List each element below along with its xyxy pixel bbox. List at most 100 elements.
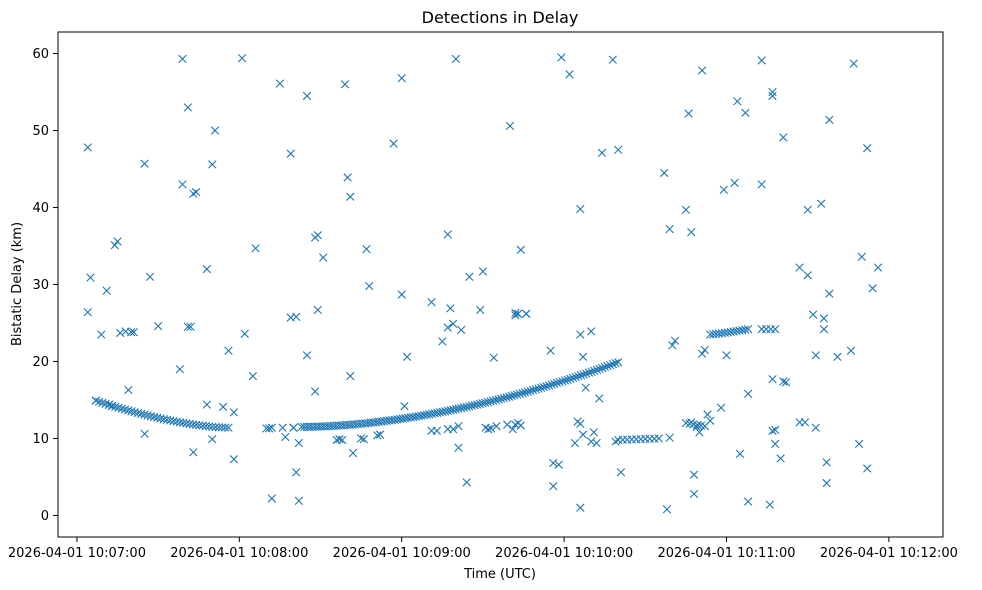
detection-marker <box>107 401 117 411</box>
detection-marker <box>854 439 864 449</box>
detection-marker <box>462 478 471 487</box>
detection-marker <box>183 103 193 112</box>
track-detection-marker <box>143 411 152 420</box>
detection-marker <box>262 424 271 433</box>
detection-marker <box>743 497 753 506</box>
detection-marker <box>697 349 707 358</box>
detection-marker <box>863 144 872 153</box>
detection-marker <box>129 328 138 337</box>
track-detection-marker <box>124 406 133 415</box>
track-detection-marker <box>608 360 618 369</box>
detection-marker <box>681 205 691 215</box>
track-detection-marker <box>757 324 766 334</box>
detection-marker <box>478 267 488 276</box>
track-detection-marker <box>654 434 664 443</box>
detection-marker <box>218 402 228 412</box>
detection-marker <box>768 91 777 101</box>
detection-marker <box>348 448 358 458</box>
detection-marker <box>800 418 810 427</box>
detection-marker <box>505 121 515 131</box>
track-detection-marker <box>534 384 543 393</box>
detection-marker <box>362 244 371 254</box>
detection-marker <box>454 421 463 431</box>
detection-marker <box>570 438 580 448</box>
detection-marker <box>86 273 95 282</box>
track-detection-marker <box>214 423 223 432</box>
track-detection-marker <box>462 402 471 412</box>
detection-marker <box>735 449 745 459</box>
detection-marker <box>140 159 149 168</box>
detection-marker <box>614 145 623 154</box>
detection-marker <box>716 403 726 412</box>
detection-marker <box>589 428 599 437</box>
detection-marker <box>110 241 120 250</box>
detection-marker <box>237 53 247 63</box>
detection-marker <box>757 56 766 65</box>
detection-marker <box>208 160 217 169</box>
detection-marker <box>402 352 412 362</box>
detection-marker <box>183 322 193 332</box>
detection-marker <box>446 304 455 313</box>
chart-title: Detections in Delay <box>422 8 579 27</box>
track-detection-marker <box>542 382 551 391</box>
x-tick-label: 2026-04-01 10:09:00 <box>333 546 471 561</box>
detection-marker <box>849 59 858 68</box>
detection-marker <box>768 374 777 384</box>
track-detection-marker <box>475 399 485 409</box>
detection-marker <box>229 455 239 464</box>
detection-marker <box>116 328 125 338</box>
detection-marker <box>873 263 883 272</box>
track-detection-marker <box>478 399 487 408</box>
detection-marker <box>825 289 834 298</box>
detection-marker <box>294 438 304 448</box>
track-detection-marker <box>761 324 771 334</box>
detection-marker <box>97 330 106 339</box>
detection-marker <box>267 494 276 503</box>
detection-marker <box>343 173 352 182</box>
track-detection-marker <box>217 423 227 432</box>
detection-marker <box>313 305 323 315</box>
track-detection-marker <box>614 358 623 367</box>
detection-marker <box>492 421 501 431</box>
track-detection-marker <box>579 370 588 379</box>
detection-marker <box>189 448 198 457</box>
detection-marker <box>665 224 674 234</box>
track-detection-marker <box>590 366 599 375</box>
x-tick-label: 2026-04-01 10:08:00 <box>170 546 308 561</box>
track-detection-marker <box>566 374 575 383</box>
detection-marker <box>365 281 374 291</box>
track-detection-marker <box>558 377 567 386</box>
track-detection-marker <box>741 325 750 334</box>
detection-marker <box>189 189 198 198</box>
track-detection-marker <box>502 393 511 402</box>
detection-marker <box>808 310 818 319</box>
detection-marker <box>443 230 452 239</box>
detection-marker <box>576 419 585 429</box>
track-detection-marker <box>153 413 162 422</box>
y-tick-label: 50 <box>32 124 49 139</box>
track-detection-marker <box>136 409 146 419</box>
track-detection-marker <box>550 379 559 388</box>
detection-marker <box>281 432 290 442</box>
detection-marker <box>522 309 531 318</box>
detection-marker <box>586 437 596 446</box>
detection-marker <box>240 329 249 338</box>
track-detection-marker <box>156 414 165 423</box>
track-detection-marker <box>454 404 463 413</box>
detection-marker <box>703 410 712 419</box>
detection-marker <box>757 180 766 189</box>
track-detection-marker <box>600 362 610 372</box>
detection-marker <box>689 470 699 479</box>
track-detection-marker <box>483 397 493 407</box>
track-detection-marker <box>467 401 477 410</box>
track-detection-marker <box>611 359 620 368</box>
detection-marker <box>549 458 558 468</box>
track-detection-marker <box>278 423 287 432</box>
detection-marker <box>302 91 312 101</box>
y-axis-label: Bistatic Delay (km) <box>10 222 25 346</box>
detection-marker <box>251 244 260 253</box>
detection-marker <box>476 305 485 315</box>
track-detection-marker <box>211 422 220 432</box>
track-detection-marker <box>771 324 780 334</box>
detection-marker <box>208 435 217 444</box>
